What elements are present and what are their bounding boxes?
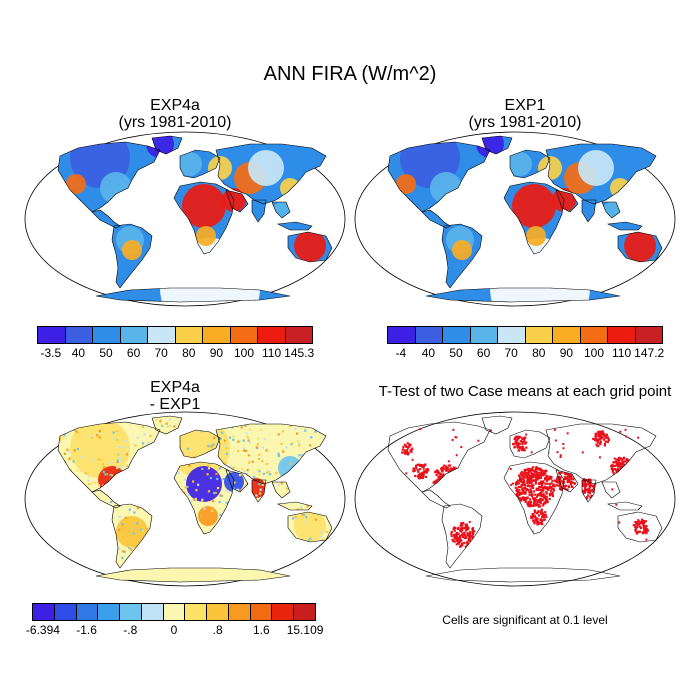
colorbar-tick-label: 50: [99, 346, 113, 360]
colorbar-swatch: [580, 327, 608, 343]
colorbar-difference-labels: -6.394 -1.6 -.8 0 .8 1.6 15.109: [26, 623, 324, 639]
panel3-title-line2: - EXP1: [149, 396, 201, 413]
map-panel-difference: [24, 411, 346, 587]
colorbar-swatch: [608, 327, 636, 343]
colorbar-tick-label: 50: [449, 346, 463, 360]
colorbar-tick-label: 1.6: [253, 623, 270, 637]
significance-note: Cells are significant at 0.1 level: [442, 613, 608, 627]
map-panel-exp4a: [24, 131, 346, 307]
colorbar-tick-label: 15.109: [286, 623, 324, 637]
colorbar-swatch: [498, 327, 526, 343]
colorbar-swatch: [76, 604, 99, 620]
panel1-title-line2: (yrs 1981-2010): [118, 114, 232, 131]
colorbar-swatch: [415, 327, 443, 343]
panel2-title-line2: (yrs 1981-2010): [468, 114, 582, 131]
colorbar-tick-label: 60: [476, 346, 491, 360]
colorbar-swatch: [33, 604, 55, 620]
colorbar-swatch: [120, 327, 148, 343]
colorbar-swatch: [470, 327, 498, 343]
panel3-title: EXP4a - EXP1: [75, 379, 275, 413]
colorbar-swatch: [230, 327, 258, 343]
colorbar-swatch: [388, 327, 416, 343]
colorbar-tick-label: -.8: [123, 623, 138, 637]
colorbar-swatch: [207, 604, 229, 620]
colorbar-tick-label: -1.6: [76, 623, 97, 637]
colorbar-swatch: [258, 327, 286, 343]
panel1-title: EXP4a (yrs 1981-2010): [75, 97, 275, 131]
panel1-title-line1: EXP4a: [150, 97, 200, 114]
colorbar-swatch: [635, 327, 662, 343]
colorbar-tick-label: 145.3: [284, 346, 315, 360]
colorbar-tick-label: 110: [612, 346, 632, 360]
colorbar-tick-label: 80: [182, 346, 196, 360]
colorbar-swatch: [294, 604, 315, 620]
colorbar-tick-label: 90: [559, 346, 574, 360]
colorbar-tick-label: 147.2: [634, 346, 665, 360]
colorbar-swatch: [120, 604, 142, 620]
colorbar-tick-label: 70: [154, 346, 168, 360]
colorbar-tick-label: 100: [233, 346, 255, 360]
colorbar-swatch: [525, 327, 553, 343]
panel2-title: EXP1 (yrs 1981-2010): [425, 97, 625, 131]
colorbar-swatch: [203, 327, 231, 343]
colorbar-tick-label: 40: [71, 346, 86, 360]
colorbar-swatch: [65, 327, 93, 343]
colorbar-swatch: [443, 327, 471, 343]
colorbar-tick-label: -3.5: [40, 346, 62, 360]
map-panel-exp1: [354, 131, 676, 307]
colorbar-tick-label: 100: [583, 346, 605, 360]
colorbar-tick-label: 0: [170, 623, 178, 637]
colorbar-swatch: [141, 604, 164, 620]
colorbar-tick-label: -4: [395, 346, 407, 360]
colorbar-swatch: [38, 327, 66, 343]
panel3-title-line1: EXP4a: [150, 379, 200, 396]
colorbar-tick-label: 110: [262, 346, 282, 360]
colorbar-swatch: [250, 604, 273, 620]
colorbar-tick-label: 60: [126, 346, 141, 360]
colorbar-swatch: [148, 327, 176, 343]
colorbar-exp1: [387, 326, 663, 344]
colorbar-exp4a: [37, 326, 313, 344]
colorbar-exp4a-labels: -3.5 40 50 60 70 80 90 100 110 145.3: [37, 346, 315, 362]
colorbar-swatch: [93, 327, 121, 343]
colorbar-tick-label: 70: [504, 346, 518, 360]
colorbar-tick-label: .8: [212, 623, 223, 637]
colorbar-tick-label: 80: [532, 346, 546, 360]
colorbar-swatch: [175, 327, 203, 343]
colorbar-swatch: [54, 604, 77, 620]
map-panel-ttest: [354, 411, 676, 587]
colorbar-swatch: [272, 604, 295, 620]
colorbar-exp1-labels: -4 40 50 60 70 80 90 100 110 147.2: [387, 346, 665, 362]
panel2-title-line1: EXP1: [504, 97, 546, 114]
colorbar-swatch: [163, 604, 186, 620]
figure-title: ANN FIRA (W/m^2): [263, 63, 437, 85]
colorbar-swatch: [185, 604, 208, 620]
colorbar-tick-label: -6.394: [25, 623, 60, 637]
colorbar-tick-label: 40: [421, 346, 436, 360]
panel4-title: T-Test of two Case means at each grid po…: [378, 383, 672, 400]
colorbar-difference: [32, 603, 316, 621]
colorbar-swatch: [98, 604, 121, 620]
colorbar-tick-label: 90: [209, 346, 224, 360]
colorbar-swatch: [228, 604, 251, 620]
colorbar-swatch: [553, 327, 581, 343]
colorbar-swatch: [285, 327, 312, 343]
